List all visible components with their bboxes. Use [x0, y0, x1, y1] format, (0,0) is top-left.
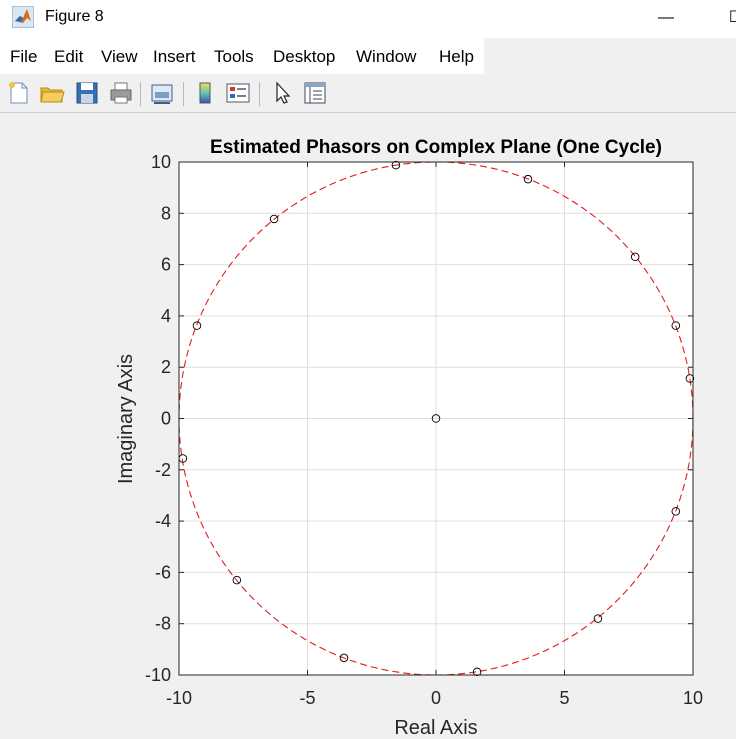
menu-edit[interactable]: Edit: [54, 47, 83, 67]
phasor-plot[interactable]: -10 -5 0 5 10 -10 -8 -6 -4 -2 0 2 4 6 8 10 Estimated Ph…: [0, 113, 736, 739]
x-tick-label: 0: [431, 688, 441, 708]
print-icon[interactable]: [107, 79, 135, 107]
y-tick-label: 6: [161, 255, 171, 275]
x-tick-label: -10: [166, 688, 192, 708]
y-tick-label: 2: [161, 357, 171, 377]
toolbar-separator: [140, 82, 141, 106]
toolbar-separator: [183, 82, 184, 106]
x-tick-label: -5: [299, 688, 315, 708]
menu-bar: File Edit View Insert Tools Desktop Wind…: [0, 38, 484, 74]
menu-help[interactable]: Help: [439, 47, 474, 67]
y-tick-label: 0: [161, 409, 171, 429]
toolbar-separator: [259, 82, 260, 106]
matlab-logo-icon: [12, 6, 34, 28]
y-tick-label: -6: [155, 562, 171, 582]
menu-view[interactable]: View: [101, 47, 138, 67]
colorbar-icon[interactable]: [191, 79, 219, 107]
new-figure-icon[interactable]: [5, 79, 33, 107]
toolbar: [0, 74, 736, 112]
link-plot-icon[interactable]: [148, 79, 176, 107]
menu-tools[interactable]: Tools: [214, 47, 254, 67]
x-tick-label: 5: [559, 688, 569, 708]
menu-desktop[interactable]: Desktop: [273, 47, 335, 67]
open-file-icon[interactable]: [38, 79, 66, 107]
y-tick-label: -4: [155, 511, 171, 531]
menu-file[interactable]: File: [10, 47, 37, 67]
window-title: Figure 8: [45, 8, 104, 26]
x-tick-label: 10: [683, 688, 703, 708]
window-titlebar: Figure 8 — ☐: [0, 0, 736, 38]
minimize-button[interactable]: —: [646, 4, 686, 32]
property-inspector-icon[interactable]: [301, 79, 329, 107]
y-tick-label: 10: [151, 152, 171, 172]
y-tick-label: -2: [155, 460, 171, 480]
menu-insert[interactable]: Insert: [153, 47, 196, 67]
y-tick-label: 8: [161, 203, 171, 223]
legend-icon[interactable]: [224, 79, 252, 107]
maximize-button[interactable]: ☐: [716, 4, 736, 32]
y-tick-label: -8: [155, 614, 171, 634]
save-icon[interactable]: [73, 79, 101, 107]
chart-title: Estimated Phasors on Complex Plane (One …: [210, 137, 662, 158]
menu-window[interactable]: Window: [356, 47, 416, 67]
figure-canvas: -10 -5 0 5 10 -10 -8 -6 -4 -2 0 2 4 6 8 10 Estimated Ph…: [0, 113, 736, 739]
y-tick-label: 4: [161, 306, 171, 326]
y-tick-label: -10: [145, 665, 171, 685]
x-axis-label: Real Axis: [394, 717, 477, 739]
select-pointer-icon[interactable]: [268, 79, 296, 107]
y-axis-label: Imaginary Axis: [115, 354, 137, 484]
